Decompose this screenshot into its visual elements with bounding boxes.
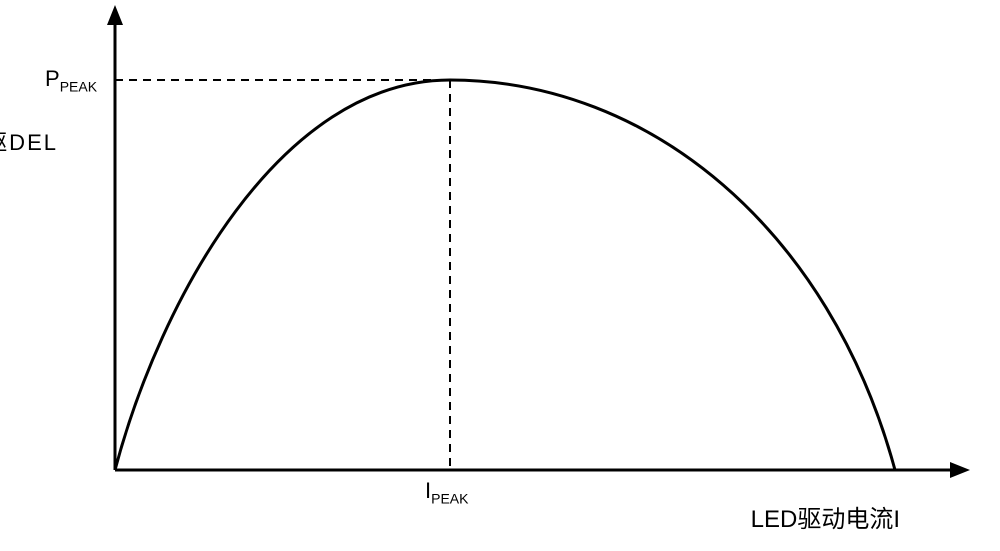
x-axis-arrow <box>950 462 970 478</box>
y-axis-arrow <box>107 5 123 25</box>
x-axis-label: LED驱动电流I <box>751 499 900 534</box>
y-axis-label: L E D 驱 动 电 路 功 率 P <box>30 130 58 156</box>
chart-svg <box>0 0 1000 546</box>
x-tick-ipeak: IPEAK <box>425 478 468 506</box>
y-tick-ppeak: PPEAK <box>45 66 97 94</box>
chart-container: L E D 驱 动 电 路 功 率 P LED驱动电流I PPEAK IPEAK <box>0 0 1000 546</box>
power-curve <box>115 80 895 470</box>
